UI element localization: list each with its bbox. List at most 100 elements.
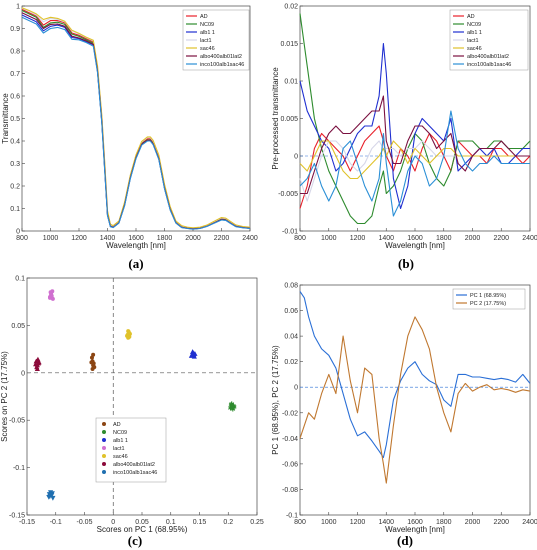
y-tick-label: 0.6 (10, 94, 20, 101)
x-tick-label: 800 (294, 519, 306, 526)
legend-label: PC 2 (17.75%) (470, 301, 506, 307)
scatter-point (46, 494, 52, 500)
legend-label: albo400alb01lat2 (113, 462, 155, 468)
legend-label: lact1 (200, 38, 212, 44)
x-tick-label: 0.25 (250, 519, 264, 526)
legend-label: alb1 1 (113, 438, 128, 444)
x-tick-label: -0.1 (50, 519, 62, 526)
y-tick-label: -0.06 (282, 461, 298, 468)
y-tick-label: 0.3 (10, 161, 20, 168)
y-tick-label: 0.8 (10, 49, 20, 56)
scatter-point: ✱ (230, 405, 236, 413)
legend-swatch (102, 438, 106, 442)
y-tick-label: 0.5 (10, 116, 20, 123)
series-line-NC09 (299, 13, 531, 225)
plot-area-d (299, 284, 531, 516)
legend-label: sac46 (200, 46, 215, 52)
legend-label: sac46 (113, 454, 128, 460)
scatter-point (50, 289, 55, 294)
y-tick-label: -0.1 (13, 465, 25, 472)
y-tick-label: 0 (294, 154, 298, 161)
legend-label: albo400alb01lat2 (200, 54, 242, 60)
panel-label: (b) (398, 256, 414, 271)
legend-label: sac46 (467, 46, 482, 52)
legend-b: AD NC09 alb1 1 lact1 sac46 albo400alb01lat2 in… (449, 9, 529, 71)
x-tick-label: 1000 (43, 235, 59, 242)
scatter-point: ✱ (230, 402, 236, 410)
legend-swatch (102, 462, 106, 466)
scatter-point (33, 361, 39, 367)
scatter-point (92, 365, 97, 370)
x-tick-label: 800 (294, 235, 306, 242)
x-tick-label: 2400 (522, 519, 537, 526)
x-tick-label: 1400 (378, 235, 394, 242)
legend-label: albo400alb01lat2 (467, 54, 509, 60)
y-tick-label: 0.06 (284, 308, 298, 315)
panel-label: (c) (128, 533, 142, 548)
x-tick-label: 2200 (493, 235, 509, 242)
x-tick-label: 2000 (465, 235, 481, 242)
x-tick-label: 0 (111, 519, 115, 526)
chart-a: 800 1000 1200 1400 1600 1800 2000 2200 2400 0 0.1 0… (1, 4, 258, 272)
x-tick-label: 1200 (71, 235, 87, 242)
legend-label: inco100alb1sac46 (467, 62, 511, 68)
y-tick-label: 0.04 (284, 334, 298, 341)
x-tick-label: -0.05 (77, 519, 93, 526)
legend-box (452, 288, 526, 310)
y-tick-label: 0.1 (15, 276, 25, 283)
x-tick-label: 0.05 (135, 519, 149, 526)
x-tick-label: 1800 (157, 235, 173, 242)
x-tick-label: 1800 (436, 519, 452, 526)
y-tick-label: -0.02 (282, 410, 298, 417)
y-tick-label: 0.05 (11, 323, 25, 330)
y-tick-label: 0.1 (10, 206, 20, 213)
x-tick-label: 800 (16, 235, 28, 242)
y-tick-label: 0.08 (284, 283, 298, 290)
legend-label: inco100alb1sac46 (200, 62, 244, 68)
y-tick-label: 0 (21, 370, 25, 377)
y-tick-label: 0.7 (10, 71, 20, 78)
legend-label: lact1 (113, 446, 125, 452)
scatter-point (34, 366, 40, 372)
legend-label: NC09 (113, 430, 127, 436)
scatter-point (188, 352, 195, 358)
x-tick-label: 2400 (522, 235, 537, 242)
y-tick-label: 0.01 (284, 79, 298, 86)
series-line-sac46 (299, 140, 530, 180)
series-line-sac46 (21, 7, 251, 229)
scatter-point (91, 352, 96, 357)
chart-b: 800 1000 1200 1400 1600 1800 2000 2200 2400 -0.01… (271, 4, 537, 272)
x-tick-label: 2200 (214, 235, 230, 242)
x-tick-label: 1200 (350, 235, 366, 242)
scatter-point (50, 495, 56, 501)
y-tick-label: 0 (294, 385, 298, 392)
y-axis-label: PC 1 (68.95%), PC 2 (17.75%) (271, 345, 280, 455)
chart-c: -0.15 -0.1 -0.05 0 0.05 0.1 0.15 0.2 0.25 -0.15 -0… (0, 276, 264, 549)
x-axis-label: Wavelength [nm] (106, 241, 166, 250)
y-tick-label: 0.005 (280, 116, 298, 123)
legend-c: AD NC09 alb1 1 lact1 sac46 albo400alb01lat2 in… (95, 417, 167, 483)
legend-label: alb1 1 (200, 30, 215, 36)
x-tick-label: 2000 (185, 235, 201, 242)
legend-d: PC 1 (68.95%) PC 2 (17.75%) (452, 288, 526, 310)
scatter-point (49, 293, 54, 298)
x-tick-label: 0.1 (166, 519, 176, 526)
series-line-albo400alb01lat2 (300, 95, 530, 195)
x-tick-label: 1400 (378, 519, 394, 526)
scatter-point: ✱ (229, 403, 235, 411)
series-line-inco100alb1sac46 (21, 16, 251, 230)
legend-swatch (102, 446, 106, 450)
panel-label: (a) (128, 256, 143, 271)
y-tick-label: -0.04 (282, 436, 298, 443)
y-tick-label: 0.02 (284, 359, 298, 366)
scatter-point: ✱ (229, 402, 235, 410)
legend-swatch (102, 430, 106, 434)
y-axis-label: Transmittance (1, 93, 10, 144)
y-tick-label: 0.4 (10, 139, 20, 146)
x-tick-label: 2000 (465, 519, 481, 526)
legend-label: PC 1 (68.95%) (470, 293, 506, 299)
scatter-point: ✱ (228, 404, 234, 412)
y-axis-label: Pre-processed transmittance (271, 67, 280, 170)
x-axis-label: Wavelength [nm] (385, 241, 445, 250)
